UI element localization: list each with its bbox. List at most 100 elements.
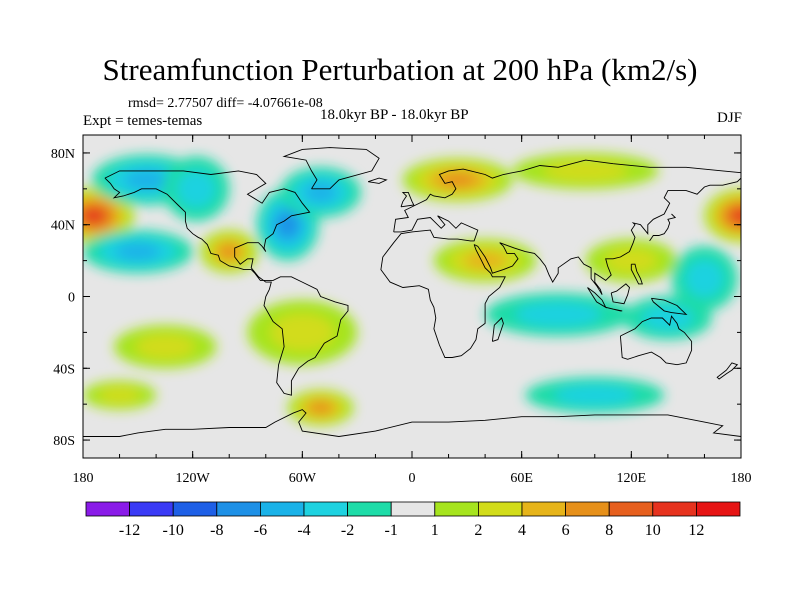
anomaly-level [642,305,694,331]
anomaly-9 [512,152,659,189]
coastline-2 [393,159,741,232]
coastline-4 [473,177,741,295]
anomaly-level [304,182,338,203]
anomaly-level [115,242,161,261]
colorbar-swatch [303,501,348,517]
y-tick-label: 40N [51,219,75,234]
anomaly-level [270,313,335,352]
colorbar-swatch [347,501,392,517]
anomaly-2 [83,230,193,274]
colorbar-label: 8 [605,522,613,539]
colorbar-label: 2 [474,522,482,539]
colorbar-label: -10 [163,522,184,539]
experiment-label: Expt = temes-temas [83,113,203,129]
plot-area [83,135,741,458]
coastline-9 [610,283,630,305]
colorbar-swatch [85,501,130,517]
colorbar-swatch [565,501,610,517]
chart-title: Streamfunction Perturbation at 200 hPa (… [102,52,698,87]
coastline-16 [83,409,741,437]
x-tick-label: 180 [73,471,94,486]
x-tick-label: 180 [731,471,752,486]
anomaly-1 [704,188,741,243]
coastline-3 [380,215,506,358]
x-tick-label: 60W [289,471,317,486]
colorbar-label: 1 [431,522,439,539]
colorbar-label: -2 [341,522,354,539]
anomaly-19 [83,380,157,410]
anomaly-level [685,259,724,298]
colorbar-label: -12 [119,522,140,539]
anomaly-level [124,169,170,191]
colorbar-label: 6 [562,522,570,539]
coastline-13 [491,317,504,342]
colorbar-swatch [390,501,436,517]
anomaly-13 [485,292,632,336]
y-tick-label: 40S [53,362,75,377]
anomaly-18 [525,377,665,414]
colorbar-swatch [608,501,654,517]
coastlines [83,147,741,437]
x-tick-label: 60E [510,471,533,486]
anomaly-15 [247,300,358,365]
x-tick-label: 120W [176,471,211,486]
anomaly-12 [671,246,738,311]
colorbar-label: -1 [385,522,398,539]
coastline-14 [400,191,415,208]
stats-label: rmsd= 2.77507 diff= -4.07661e-08 [128,96,323,111]
anomaly-level [554,384,636,406]
anomaly-level [135,334,196,360]
y-tick-label: 0 [68,291,75,306]
colorbar-swatch [696,501,741,517]
anomaly-level [277,213,298,237]
anomaly-level [515,301,601,328]
colorbar-swatch [477,501,523,517]
y-tick-label: 80S [53,434,75,449]
anomaly-level [733,209,741,222]
anomaly-level [85,209,103,223]
coastline-15 [367,177,388,184]
anomaly-level [464,251,507,270]
anomaly-5 [199,230,259,274]
colorbar-label: -6 [254,522,267,539]
coastline-5 [649,213,677,242]
season-label: DJF [716,110,742,126]
colorbar-label: 12 [688,522,704,539]
anomaly-level [310,402,332,414]
x-tick-label: 0 [409,471,416,486]
anomaly-level [604,248,658,274]
colorbar-swatch [521,501,566,517]
anomaly-8 [402,158,513,202]
anomaly-17 [287,389,354,426]
colorbar-swatch [652,501,697,517]
coastline-8 [605,306,623,312]
anomaly-4 [163,156,230,222]
anomaly-level [98,386,141,404]
colorbar-label: 4 [518,522,526,539]
anomaly-level [440,173,476,187]
coastline-1 [282,147,380,190]
anomaly-7 [280,167,361,218]
anomaly-level [219,244,239,259]
colorbar-swatch [216,501,261,517]
colorbar-swatch [259,501,305,517]
period-label: 18.0kyr BP - 18.0kyr BP [320,107,469,123]
anomaly-16 [114,325,217,369]
coastline-0 [104,170,349,396]
coastline-7 [587,287,607,309]
colorbar-swatch [434,501,479,517]
anomaly-11 [585,239,678,283]
colorbar-swatch [172,501,218,517]
anomaly-level [177,169,216,208]
colorbar-label: 10 [645,522,661,539]
anomaly-10 [433,239,537,283]
colorbar-label: -4 [297,522,310,539]
colorbar: -12 -10 -8 -6 -4 -2 -1 1 2 4 6 8 10 12 [85,501,741,539]
colorbar-swatch [129,501,174,517]
colorbar-label: -8 [210,522,223,539]
x-tick-label: 120E [617,471,647,486]
axes: 180 120W 60W 0 60E 120E 180 80N 40N 0 40S 80S [51,135,752,486]
anomaly-14 [624,296,712,340]
coastline-10 [651,297,688,316]
